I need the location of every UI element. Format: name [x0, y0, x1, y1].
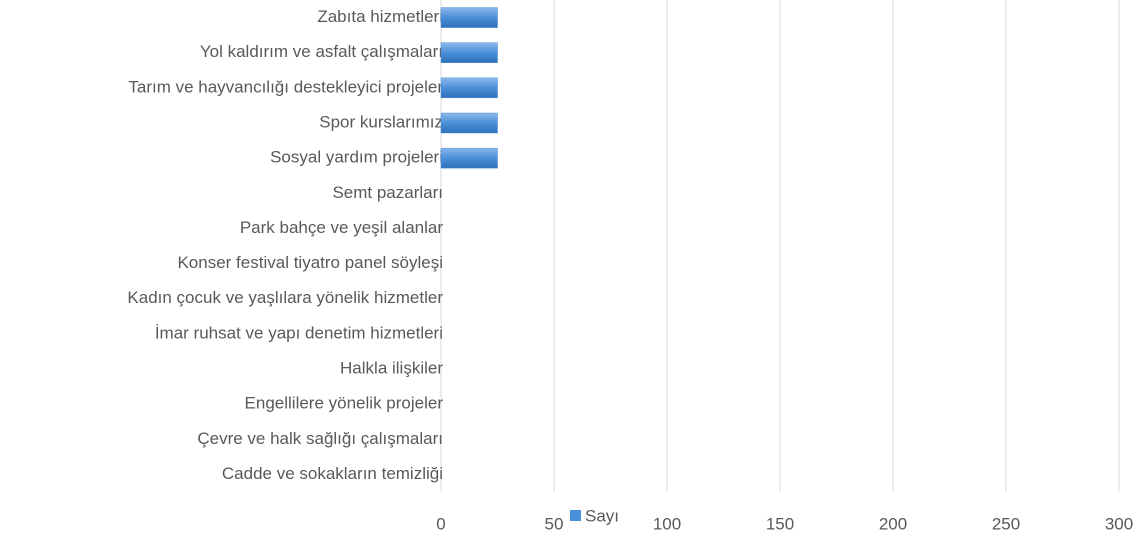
y-tick-label: Kadın çocuk ve yaşlılara yönelik hizmetl…	[127, 288, 443, 307]
y-tick-label: Zabıta hizmetleri	[317, 7, 443, 26]
y-tick-label: Halkla ilişkiler	[340, 358, 443, 377]
x-tick-label: 0	[436, 514, 445, 533]
y-tick-label: Yol kaldırım ve asfalt çalışmaları	[200, 42, 443, 61]
y-tick-label: Çevre ve halk sağlığı çalışmaları	[197, 429, 443, 448]
bar	[440, 77, 498, 99]
x-tick-label: 50	[545, 514, 564, 533]
y-tick-label: Park bahçe ve yeşil alanlar	[240, 218, 444, 237]
bar	[440, 147, 498, 169]
y-tick-label: İmar ruhsat ve yapı denetim hizmetleri	[155, 323, 443, 342]
x-tick-label: 150	[766, 514, 794, 533]
y-tick-label: Engellilere yönelik projeler	[245, 394, 444, 413]
bar	[440, 42, 498, 63]
y-tick-label: Spor kurslarımız	[319, 112, 443, 131]
legend-label: Sayı	[585, 506, 619, 525]
y-tick-label: Tarım ve hayvancılığı destekleyici proje…	[128, 77, 443, 96]
legend-swatch	[570, 510, 581, 521]
y-tick-label: Cadde ve sokakların temizliği	[222, 464, 443, 483]
x-tick-label: 200	[879, 514, 907, 533]
x-tick-label: 250	[992, 514, 1020, 533]
y-tick-label: Konser festival tiyatro panel söyleşi	[177, 253, 443, 272]
bar	[440, 112, 498, 134]
bar	[440, 7, 498, 28]
x-tick-label: 300	[1105, 514, 1133, 533]
x-tick-label: 100	[653, 514, 681, 533]
y-tick-label: Semt pazarları	[332, 183, 443, 202]
y-tick-label: Sosyal yardım projeleri	[270, 148, 443, 167]
